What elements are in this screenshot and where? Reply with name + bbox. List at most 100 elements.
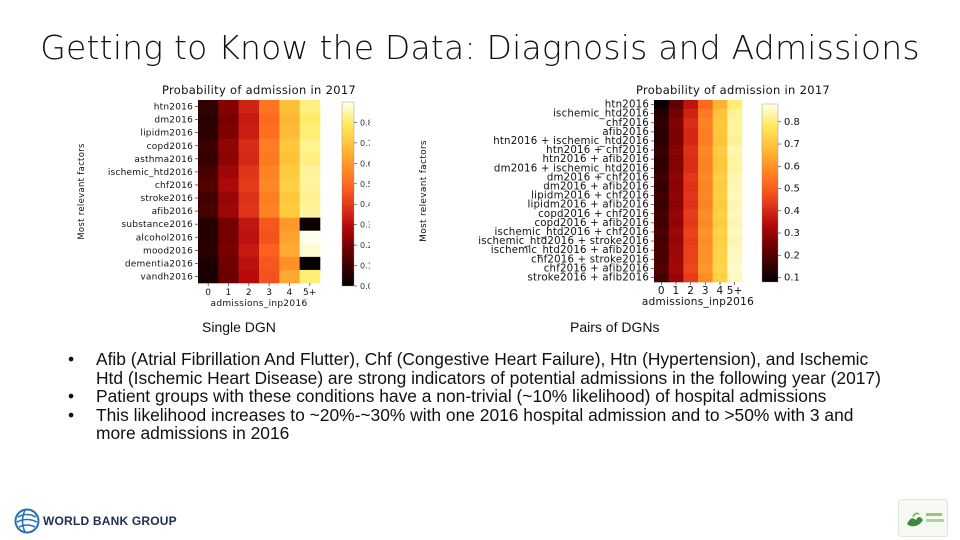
heatmap-cell bbox=[198, 243, 219, 258]
heatmap-cell bbox=[698, 227, 713, 237]
heatmap-cell bbox=[218, 243, 239, 258]
colorbar-tick-label: 0.5 bbox=[360, 180, 370, 189]
heatmap-cell bbox=[727, 263, 743, 274]
heatmap-cell bbox=[198, 256, 219, 271]
heatmap-cell bbox=[654, 163, 669, 174]
heatmap-cell bbox=[654, 209, 669, 219]
bullet-item: • Patient groups with these conditions h… bbox=[64, 387, 884, 406]
heatmap-cell bbox=[712, 272, 728, 283]
heatmap-cell bbox=[712, 127, 728, 137]
colorbar-tick-label: 0.4 bbox=[784, 206, 800, 217]
heatmap-cell bbox=[668, 163, 684, 174]
colorbar-tick-label: 0.8 bbox=[360, 118, 370, 127]
heatmap-cell bbox=[299, 113, 321, 127]
heatmap-cell bbox=[712, 136, 728, 146]
heatmap-cell bbox=[238, 269, 260, 284]
heatmap-cell bbox=[712, 118, 728, 128]
heatmap-cell bbox=[683, 100, 699, 110]
heatmap-cell bbox=[668, 209, 684, 219]
heatmap-cell bbox=[683, 109, 699, 119]
heatmap-cell bbox=[279, 113, 300, 127]
heatmap-cell bbox=[198, 165, 219, 179]
heatmap-cell bbox=[218, 217, 239, 232]
heatmap-cell bbox=[654, 236, 669, 246]
heatmap-cell bbox=[238, 256, 260, 271]
x-tick-label: 4 bbox=[287, 288, 293, 298]
heatmap-cell bbox=[218, 139, 239, 153]
heatmap-cell bbox=[668, 200, 684, 210]
y-axis-label: Most relevant factors bbox=[419, 140, 429, 242]
heatmap-cell bbox=[279, 217, 300, 232]
bullet-text: Afib (Atrial Fibrillation And Flutter), … bbox=[96, 349, 881, 388]
y-tick-label: dm2016 bbox=[154, 116, 193, 126]
heatmap-cell bbox=[198, 191, 219, 205]
heatmap-cell bbox=[698, 136, 713, 146]
heatmap-cell bbox=[698, 245, 713, 255]
colorbar-tick-label: 0.1 bbox=[360, 262, 370, 271]
x-tick-label: 3 bbox=[266, 288, 272, 298]
x-tick-label: 2 bbox=[246, 288, 252, 298]
y-tick-label: dementia2016 bbox=[125, 259, 193, 269]
colorbar-tick-label: 0.2 bbox=[360, 241, 370, 250]
y-tick-label: copd2016 + chf2016 bbox=[538, 209, 649, 220]
heatmap-cell bbox=[259, 191, 280, 205]
heatmap-cell bbox=[727, 100, 743, 110]
heatmap-cell bbox=[299, 139, 321, 153]
heatmap-cell bbox=[218, 178, 239, 192]
heatmap-cell bbox=[218, 204, 239, 218]
y-tick-label: afib2016 bbox=[152, 207, 193, 217]
heatmap-cell bbox=[698, 209, 713, 219]
x-tick-label: 5+ bbox=[303, 288, 317, 298]
heatmap-cell bbox=[654, 227, 669, 237]
heatmap-cell bbox=[727, 245, 743, 255]
heatmap-cell bbox=[683, 172, 699, 183]
x-tick-label: 0 bbox=[205, 288, 211, 298]
heatmap-cell bbox=[299, 191, 321, 205]
heatmap-cell bbox=[698, 100, 713, 110]
x-tick-label: 4 bbox=[717, 285, 724, 297]
colorbar-tick-label: 0.3 bbox=[784, 228, 800, 239]
x-tick-label: 2 bbox=[687, 285, 694, 297]
heatmap-cell bbox=[712, 154, 728, 164]
heatmap-cell bbox=[683, 254, 699, 265]
x-tick-label: 3 bbox=[702, 285, 709, 297]
colorbar-tick-label: 0.1 bbox=[784, 273, 800, 284]
x-axis-label: admissions_inp2016 bbox=[642, 296, 754, 308]
heatmap-cell bbox=[218, 230, 239, 245]
heatmap-cell bbox=[727, 254, 743, 265]
heatmap-cell bbox=[299, 217, 321, 232]
heatmap-cell bbox=[683, 145, 699, 155]
y-tick-label: htn2016 bbox=[154, 103, 193, 113]
colorbar-tick-label: 0.8 bbox=[784, 117, 800, 128]
heatmap-cell bbox=[727, 272, 743, 283]
partner-logo bbox=[898, 499, 948, 537]
heatmap-cell bbox=[727, 200, 743, 210]
heatmap-cell bbox=[259, 230, 280, 245]
bullet-dot-icon: • bbox=[68, 386, 75, 406]
y-tick-label: alcohol2016 bbox=[136, 233, 193, 243]
heatmap-cell bbox=[683, 245, 699, 255]
heatmap-cell bbox=[668, 172, 684, 183]
y-tick-label: ischemic_htd2016 + afib2016 bbox=[491, 245, 649, 256]
y-tick-label: chf2016 + afib2016 bbox=[544, 263, 649, 274]
heatmap-cell bbox=[259, 256, 280, 271]
y-tick-label: ischemic_htd2016 + stroke2016 bbox=[478, 236, 649, 247]
x-tick-label: 5+ bbox=[727, 285, 743, 297]
y-tick-label: lipidm2016 bbox=[140, 129, 193, 139]
heatmap-cell bbox=[683, 127, 699, 137]
partner-logo-icon bbox=[907, 512, 944, 527]
bullet-text: This likelihood increases to ~20%-~30% w… bbox=[96, 404, 854, 443]
heatmap-cell bbox=[198, 217, 219, 232]
colorbar-tick-label: 0.0 bbox=[360, 282, 370, 291]
heatmap-cell bbox=[668, 127, 684, 137]
heatmap-cell bbox=[654, 127, 669, 137]
y-tick-label: ischemic_htd2016 + chf2016 bbox=[494, 227, 649, 238]
heatmap-cell bbox=[299, 178, 321, 192]
heatmap-cell bbox=[683, 136, 699, 146]
heatmap-cell bbox=[712, 109, 728, 119]
heatmap-cell bbox=[727, 209, 743, 219]
heatmap-cell bbox=[683, 209, 699, 219]
heatmap-cell bbox=[299, 100, 321, 114]
heatmap-single-dgn: Probability of admission in 2017 htn2016 d… bbox=[77, 84, 370, 309]
heatmap-cell bbox=[654, 136, 669, 146]
